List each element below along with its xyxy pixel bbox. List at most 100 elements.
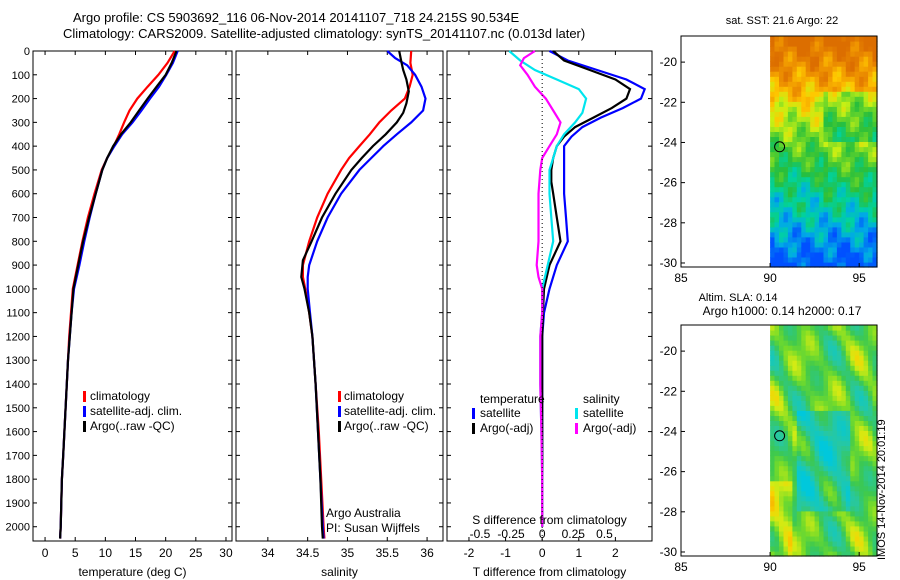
map-cell <box>850 340 856 346</box>
map-cell <box>868 530 874 537</box>
map-cell <box>850 181 856 188</box>
map-cell <box>868 480 874 487</box>
map-cell <box>770 410 776 416</box>
map-cell <box>787 96 793 102</box>
map-cell <box>863 81 869 87</box>
map-cell <box>801 211 807 218</box>
map-cell <box>850 216 856 223</box>
map-cell <box>805 262 811 268</box>
map-cell <box>779 196 785 203</box>
map-cell <box>796 515 802 522</box>
top-x-tick-label: 0.25 <box>562 527 586 541</box>
map-cell <box>770 171 776 178</box>
map-cell <box>841 262 847 268</box>
map-cell <box>779 415 785 421</box>
map-cell <box>792 61 798 67</box>
map-cell <box>783 330 789 336</box>
map-cell <box>823 490 829 497</box>
map-cell <box>859 325 865 331</box>
map-cell <box>819 101 825 107</box>
map-cell <box>823 56 829 62</box>
map-cell <box>819 226 825 233</box>
map-cell <box>810 106 816 112</box>
map-cell <box>859 355 865 361</box>
map-cell <box>796 460 802 467</box>
map-cell <box>845 365 851 371</box>
map-cell <box>823 257 829 263</box>
map-cell <box>823 71 829 77</box>
map-cell <box>832 405 838 411</box>
map-cell <box>859 111 865 117</box>
map-cell <box>832 470 838 477</box>
map-cell <box>796 206 802 213</box>
map-cell <box>810 475 816 482</box>
map-cell <box>836 131 842 137</box>
map-cell <box>770 330 776 336</box>
map-cell <box>854 520 860 527</box>
map-cell <box>841 405 847 411</box>
map-cell <box>779 201 785 208</box>
map-cell <box>801 71 807 77</box>
map-cell <box>863 231 869 238</box>
map-cell <box>863 56 869 62</box>
map-cell <box>805 395 811 401</box>
map-cell <box>819 425 825 431</box>
map-cell <box>801 495 807 502</box>
map-cell <box>823 262 829 268</box>
map-cell <box>801 475 807 482</box>
map-cell <box>850 325 856 331</box>
map-cell <box>863 380 869 386</box>
map-cell <box>805 360 811 366</box>
map-cell <box>859 551 865 557</box>
map-cell <box>787 325 793 331</box>
map-cell <box>859 380 865 386</box>
map-cell <box>783 66 789 72</box>
map-cell <box>868 340 874 346</box>
map-cell <box>796 156 802 163</box>
map-cell <box>872 470 878 477</box>
map-cell <box>796 480 802 487</box>
map-cell <box>828 410 834 416</box>
map-cell <box>868 206 874 213</box>
x-tick-label: -2 <box>464 546 475 560</box>
map-cell <box>796 400 802 406</box>
map-cell <box>805 116 811 122</box>
map-cell <box>854 490 860 497</box>
map-cell <box>836 46 842 52</box>
map-cell <box>859 365 865 371</box>
map-cell <box>832 66 838 72</box>
map-cell <box>787 420 793 426</box>
map-cell <box>770 530 776 537</box>
map-cell <box>832 410 838 416</box>
map-cell <box>823 515 829 522</box>
map-cell <box>783 41 789 47</box>
map-cell <box>841 61 847 67</box>
map-cell <box>814 450 820 457</box>
map-cell <box>774 450 780 457</box>
map-cell <box>774 410 780 416</box>
map-cell <box>845 126 851 132</box>
map-cell <box>823 485 829 492</box>
map-cell <box>854 365 860 371</box>
map-cell <box>796 191 802 198</box>
map-cell <box>872 450 878 457</box>
map-cell <box>854 211 860 218</box>
map-cell <box>796 551 802 557</box>
map-cell <box>779 325 785 331</box>
map-cell <box>810 201 816 208</box>
map-cell <box>828 350 834 356</box>
map-cell <box>819 176 825 183</box>
map-cell <box>836 166 842 173</box>
map-cell <box>872 520 878 527</box>
map-cell <box>770 510 776 517</box>
map-cell <box>841 226 847 233</box>
map-cell <box>810 445 816 452</box>
map-cell <box>841 211 847 218</box>
map-cell <box>783 475 789 482</box>
map-cell <box>868 425 874 431</box>
map-cell <box>850 251 856 258</box>
map-cell <box>770 485 776 492</box>
map-cell <box>814 111 820 117</box>
map-cell <box>796 395 802 401</box>
map-cell <box>787 86 793 92</box>
